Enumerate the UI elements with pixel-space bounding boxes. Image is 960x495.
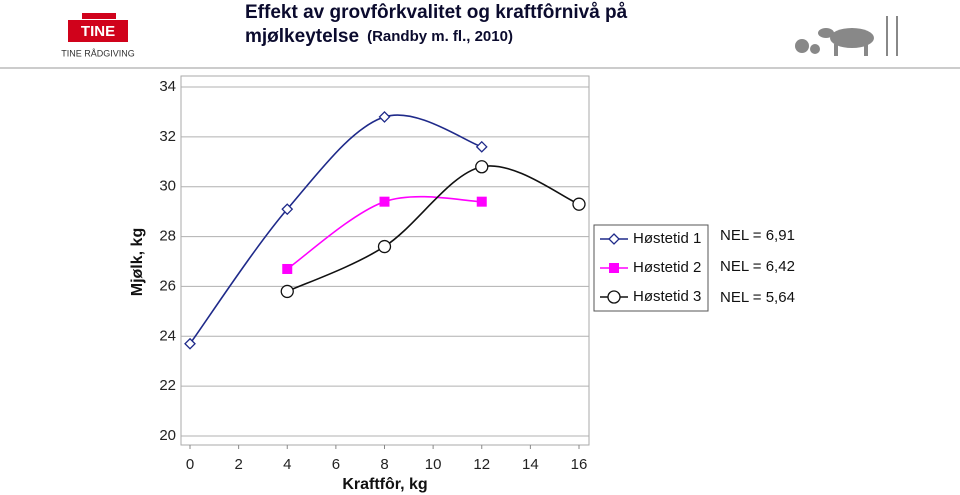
y-tick-label: 24 <box>159 327 176 344</box>
x-tick-label: 0 <box>186 456 194 473</box>
legend-marker <box>607 290 621 304</box>
marker <box>378 110 391 123</box>
x-axis-label: Kraftfôr, kg <box>342 476 427 493</box>
annotation: NEL = 5,64 <box>720 289 795 306</box>
legend-marker <box>608 233 620 245</box>
marker <box>572 197 586 211</box>
y-tick-label: 28 <box>159 228 176 245</box>
y-tick-label: 26 <box>159 277 176 294</box>
y-tick-label: 20 <box>159 427 176 444</box>
legend-label: Høstetid 3 <box>633 288 701 305</box>
x-tick-label: 14 <box>522 456 539 473</box>
citation: (Randby m. fl., 2010) <box>367 28 513 45</box>
marker <box>280 284 294 299</box>
farm-icon <box>795 16 898 56</box>
annotation: NEL = 6,42 <box>720 258 795 275</box>
logo-text: TINE <box>81 23 115 40</box>
plot-area <box>180 75 590 446</box>
annotation: NEL = 6,91 <box>720 227 795 244</box>
x-tick-label: 2 <box>234 456 242 473</box>
y-tick-label: 32 <box>159 128 176 145</box>
x-tick-label: 4 <box>283 456 291 473</box>
title: mjølkeytelse (Randby m. fl., 2010) <box>245 26 513 47</box>
y-tick-label: 22 <box>159 377 176 394</box>
title: Effekt av grovfôrkvalitet og kraftfôrniv… <box>245 2 628 23</box>
x-tick-label: 8 <box>380 456 388 473</box>
marker <box>377 239 392 254</box>
y-axis-label: Mjølk, kg <box>129 228 146 296</box>
marker <box>475 160 489 174</box>
x-tick-label: 12 <box>473 456 490 473</box>
marker <box>379 196 390 207</box>
marker <box>184 337 196 350</box>
series-line <box>189 114 482 345</box>
legend-label: Høstetid 1 <box>633 230 701 247</box>
marker <box>476 196 487 207</box>
x-tick-label: 10 <box>425 456 442 473</box>
logo-subtitle: TINE RÅDGIVING <box>61 48 135 58</box>
y-tick-label: 34 <box>159 78 176 95</box>
legend-marker <box>609 263 619 273</box>
x-tick-label: 6 <box>332 456 340 473</box>
x-tick-label: 16 <box>571 456 588 473</box>
series-line <box>286 165 580 293</box>
y-tick-label: 30 <box>159 178 176 195</box>
marker <box>475 140 488 153</box>
title-line: mjølkeytelse <box>245 26 359 47</box>
marker <box>281 203 294 216</box>
marker <box>282 263 293 274</box>
logo-roof <box>82 13 116 19</box>
legend-label: Høstetid 2 <box>633 259 701 276</box>
logo-box <box>68 20 128 42</box>
